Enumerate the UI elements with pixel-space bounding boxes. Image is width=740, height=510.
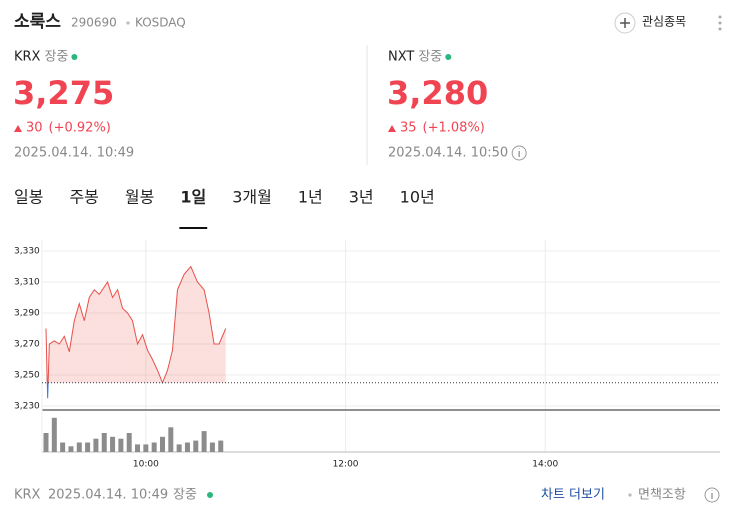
footer-time: 2025.04.14. 10:49 bbox=[48, 488, 168, 503]
y-tick-label: 3,310 bbox=[14, 278, 40, 288]
tab[interactable]: 월봉 bbox=[125, 188, 154, 207]
status: 장중 bbox=[44, 50, 68, 65]
footer-status: 장중 bbox=[173, 488, 197, 503]
timestamp: 2025.04.14. 10:49 bbox=[14, 146, 134, 161]
info-icon bbox=[704, 487, 720, 503]
volume-bar bbox=[135, 444, 141, 452]
volume-bar bbox=[168, 427, 174, 452]
period-tabs: 일봉 주봉 월봉 1일 3개월 1년 3년 10년 bbox=[14, 188, 435, 229]
volume-bar bbox=[193, 440, 199, 452]
volume-bar bbox=[209, 442, 215, 452]
watch-button[interactable]: 관심종목 bbox=[614, 12, 686, 34]
y-tick-label: 3,230 bbox=[14, 402, 40, 412]
tab[interactable]: 3년 bbox=[349, 188, 374, 207]
volume-bar bbox=[93, 438, 99, 452]
status-dot bbox=[445, 54, 452, 60]
volume-bar bbox=[118, 438, 124, 452]
change: 35 bbox=[400, 121, 417, 136]
volume-bar bbox=[218, 440, 224, 452]
tab[interactable]: 3개월 bbox=[232, 188, 272, 207]
tab[interactable]: 10년 bbox=[400, 188, 435, 207]
plus-icon bbox=[620, 18, 630, 28]
volume-bar bbox=[201, 431, 207, 452]
volume-bar bbox=[184, 442, 190, 452]
area bbox=[46, 266, 226, 399]
stock-name: 소룩스 bbox=[14, 12, 61, 32]
volume-bar bbox=[68, 446, 74, 452]
plus-icon bbox=[614, 12, 636, 34]
price: 3,280 bbox=[387, 74, 488, 112]
volume-bar bbox=[143, 444, 149, 452]
venue: KRX bbox=[14, 50, 41, 65]
tab[interactable]: 주봉 bbox=[69, 188, 98, 207]
status-dot bbox=[207, 492, 213, 498]
x-tick-label: 14:00 bbox=[532, 460, 558, 470]
info-icon bbox=[511, 145, 527, 161]
price-chart: 3,230 3,250 3,270 3,290 3,310 3,330 10:00 12:00… bbox=[14, 240, 720, 470]
disclaimer-link[interactable]: 면책조항 bbox=[638, 488, 686, 503]
x-tick-label: 12:00 bbox=[333, 460, 359, 470]
volume-bar bbox=[151, 442, 157, 452]
volume-bar bbox=[85, 442, 91, 452]
tab[interactable]: 1년 bbox=[298, 188, 323, 207]
volume-bar bbox=[76, 442, 82, 452]
more-menu[interactable] bbox=[718, 15, 722, 31]
market: KOSDAQ bbox=[135, 16, 186, 30]
status-dot bbox=[71, 54, 78, 60]
y-tick-label: 3,330 bbox=[14, 247, 40, 257]
venue: NXT bbox=[388, 50, 414, 65]
volume-bar bbox=[176, 444, 182, 452]
up-arrow bbox=[388, 125, 396, 132]
volume-bar bbox=[101, 433, 107, 452]
separator-dot bbox=[628, 493, 632, 497]
volume-bar bbox=[110, 436, 116, 452]
tab[interactable]: 1일 bbox=[180, 188, 206, 207]
stock-code: 290690 bbox=[71, 16, 117, 30]
watch-label[interactable]: 관심종목 bbox=[642, 15, 686, 29]
y-tick-label: 3,250 bbox=[14, 371, 40, 381]
volume-bar bbox=[126, 433, 132, 452]
volume-bar bbox=[159, 436, 165, 452]
volume-bar bbox=[43, 433, 49, 452]
price-line bbox=[45, 265, 227, 399]
up-arrow bbox=[14, 125, 22, 132]
change-pct: (+1.08%) bbox=[423, 121, 485, 136]
y-tick-label: 3,270 bbox=[14, 340, 40, 350]
change-pct: (+0.92%) bbox=[49, 121, 111, 136]
volume-bar bbox=[60, 442, 66, 452]
status: 장중 bbox=[418, 50, 442, 65]
more-chart-link[interactable]: 차트 더보기 bbox=[541, 488, 605, 503]
volume-bar bbox=[51, 417, 57, 452]
x-tick-label: 10:00 bbox=[133, 460, 159, 470]
separator-dot bbox=[126, 21, 130, 25]
y-tick-label: 3,290 bbox=[14, 309, 40, 319]
timestamp: 2025.04.14. 10:50 bbox=[388, 146, 508, 161]
footer-venue: KRX bbox=[14, 488, 41, 503]
price: 3,275 bbox=[13, 74, 114, 112]
tab[interactable]: 일봉 bbox=[14, 188, 43, 207]
change: 30 bbox=[26, 121, 43, 136]
